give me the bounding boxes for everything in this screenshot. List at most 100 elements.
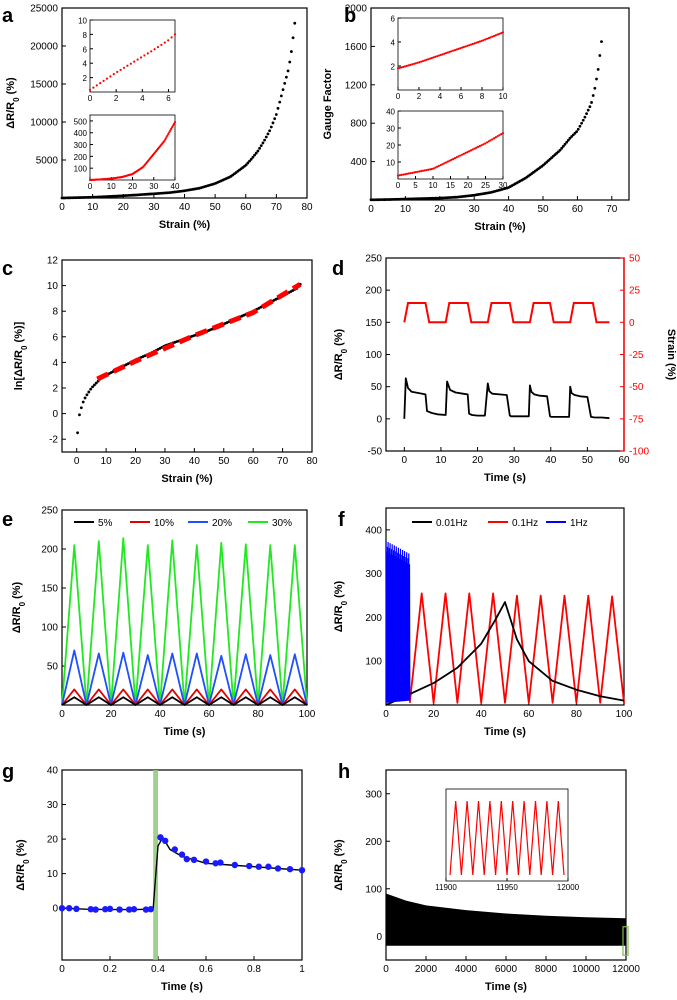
data-point: [468, 44, 471, 47]
x-tick-label: 0: [383, 964, 389, 975]
data-point: [261, 141, 265, 145]
x-tick-label: 60: [523, 709, 535, 720]
data-point: [202, 858, 210, 865]
data-point: [575, 130, 579, 134]
inset-line: [449, 800, 565, 876]
x-tick-label: 4000: [455, 964, 478, 975]
data-point: [283, 81, 287, 85]
x-tick-label: 10: [435, 455, 447, 466]
data-point: [259, 144, 263, 148]
data-point: [405, 172, 408, 175]
data-point: [485, 141, 489, 144]
x-axis-title: Strain (%): [474, 221, 526, 233]
x-tick-label: 40: [179, 202, 191, 213]
y-tick-label: 20: [386, 142, 395, 151]
data-point: [476, 145, 480, 149]
data-point: [190, 856, 198, 864]
data-point: [416, 61, 419, 64]
inset-1: 0 2 4 6 2 4 6 8 10: [78, 17, 177, 103]
series-line: [61, 537, 308, 706]
data-point: [434, 55, 437, 58]
data-point: [468, 150, 471, 153]
zoom-marker: [622, 926, 629, 956]
y-tick-label: 250: [41, 506, 58, 517]
data-point: [139, 56, 143, 59]
x-tick-label: 11950: [496, 883, 518, 892]
panel-c: 0 10 20 30 40 50 60 70 80 -2 0 2 4 6 8 10 12 Strain (%) ln…: [13, 256, 318, 486]
data-point: [453, 157, 457, 160]
data-point: [400, 173, 403, 177]
data-point: [444, 52, 448, 55]
data-point: [421, 169, 425, 172]
y-tick-label: 0: [376, 414, 382, 425]
data-point: [142, 906, 150, 913]
data-point: [133, 60, 136, 63]
data-point: [255, 863, 262, 870]
data-point: [590, 101, 593, 104]
y-axis-title: Gauge Factor: [322, 68, 334, 140]
data-point: [126, 64, 129, 67]
data-point: [412, 62, 416, 65]
data-point: [298, 866, 306, 874]
data-point: [173, 120, 177, 124]
data-point: [416, 170, 419, 173]
data-point: [249, 157, 253, 161]
panel-a: 0 10 20 30 40 50 60 70 8050001000015000200002500…: [5, 4, 313, 232]
panel-letter-g: g: [2, 761, 14, 783]
x-tick-label: 60: [618, 455, 630, 466]
y-tick-label: 150: [41, 584, 58, 595]
data-point: [482, 143, 485, 146]
x-tick-label: 40: [476, 709, 488, 720]
x-tick-label: 30: [159, 456, 171, 467]
data-point: [446, 51, 449, 54]
data-point: [586, 108, 590, 112]
data-point: [407, 64, 410, 67]
x-tick-label: 2000: [415, 964, 438, 975]
data-point: [164, 137, 167, 141]
y-tick-label: 10: [47, 869, 59, 880]
data-point: [475, 146, 478, 149]
x-tick-label: 100: [299, 709, 316, 720]
data-point: [251, 155, 255, 159]
x-tick-label: 8: [480, 92, 485, 101]
y-tick-label: 300: [365, 569, 382, 580]
y2-tick-label: -25: [629, 350, 644, 361]
x-tick-label: 0: [368, 204, 374, 215]
x-tick-label: 60: [248, 456, 260, 467]
x-tick-label: 20: [105, 709, 117, 720]
data-point: [428, 57, 432, 60]
x-tick-label: 40: [189, 456, 201, 467]
data-point: [565, 140, 569, 144]
plot-frame: [385, 507, 625, 706]
x-tick-label: 100: [616, 709, 633, 720]
data-point: [425, 58, 428, 61]
y-tick-label: 2000: [345, 4, 368, 15]
panel-letter-f: f: [338, 509, 345, 531]
data-point: [81, 400, 85, 404]
data-point: [178, 851, 186, 858]
y-axis-title: ln[ΔR/R0 (%)]: [13, 321, 29, 390]
data-point: [430, 56, 433, 60]
data-point: [434, 166, 437, 169]
y-tick-label: 400: [74, 129, 88, 138]
data-point: [268, 129, 272, 133]
data-point: [414, 171, 417, 174]
y-tick-label: 4: [391, 39, 396, 48]
x-tick-label: 70: [271, 202, 283, 213]
data-point: [448, 50, 451, 54]
y-tick-label: 150: [365, 318, 382, 329]
data-point: [558, 148, 562, 152]
data-point: [87, 906, 95, 913]
y-tick-label: 100: [365, 884, 382, 895]
data-point: [146, 52, 149, 55]
data-point: [460, 153, 464, 156]
y2-tick-label: 25: [629, 286, 641, 297]
panel-b: 0 10 20 30 40 50 60 70400800120016002000Strain …: [322, 4, 630, 233]
data-point: [264, 135, 268, 139]
x-tick-label: 0.2: [103, 964, 117, 975]
y-tick-label: 4: [83, 60, 88, 69]
x-tick-label: 10: [101, 456, 113, 467]
data-point: [588, 105, 592, 109]
data-point: [105, 77, 109, 80]
